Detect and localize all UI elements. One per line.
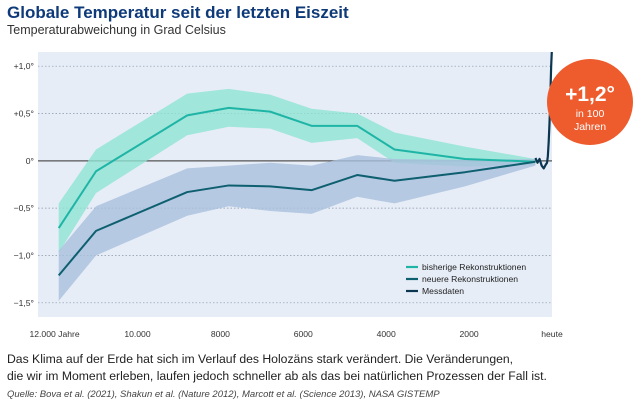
line-bisherige bbox=[57, 106, 536, 229]
y-tick-label-3: −0,5° bbox=[14, 203, 34, 213]
caption-line-1: Das Klima auf der Erde hat sich im Verla… bbox=[7, 352, 514, 366]
series-lines bbox=[57, 51, 553, 276]
chart-title: Globale Temperatur seit der letzten Eisz… bbox=[7, 3, 349, 22]
y-tick-label-0: +1,0° bbox=[14, 61, 34, 71]
x-tick-label-1: 10.000 bbox=[124, 329, 151, 339]
x-tick-labels: 12.000 Jahre 10.000 8000 6000 4000 2000 heute bbox=[29, 329, 562, 339]
x-tick-label-4: 4000 bbox=[377, 329, 396, 339]
x-tick-label-6: heute bbox=[541, 329, 563, 339]
badge-line-1: in 100 bbox=[576, 108, 605, 120]
x-tick-label-2: 8000 bbox=[211, 329, 230, 339]
uncertainty-bands bbox=[58, 88, 536, 301]
legend-label-bisherige: bisherige Rekonstruktionen bbox=[422, 262, 526, 272]
chart-subtitle: Temperaturabweichung in Grad Celsius bbox=[7, 23, 226, 37]
badge-line-2: Jahren bbox=[574, 121, 606, 133]
badge-circle bbox=[547, 59, 633, 145]
y-tick-labels: +1,0° +0,5° 0° −0,5° −1,0° −1,5° bbox=[14, 61, 34, 308]
y-tick-label-2: 0° bbox=[26, 156, 34, 166]
legend-label-neuere: neuere Rekonstruktionen bbox=[422, 274, 518, 284]
y-tick-label-4: −1,0° bbox=[14, 250, 34, 260]
x-tick-label-5: 2000 bbox=[460, 329, 479, 339]
badge-value: +1,2° bbox=[565, 83, 615, 106]
legend-label-messdaten: Messdaten bbox=[422, 286, 464, 296]
caption-line-2: die wir im Moment erleben, laufen jedoch… bbox=[7, 369, 547, 383]
band-bisherige bbox=[58, 88, 536, 253]
source-note: Quelle: Bova et al. (2021), Shakun et al… bbox=[7, 389, 440, 400]
temperature-chart: +1,0° +0,5° 0° −0,5° −1,0° −1,5° 12.000 Jahre… bbox=[14, 51, 633, 339]
line-messdaten bbox=[534, 51, 553, 170]
y-tick-label-1: +0,5° bbox=[14, 109, 34, 119]
line-neuere bbox=[57, 160, 536, 276]
x-tick-label-0: 12.000 Jahre bbox=[29, 329, 79, 339]
x-tick-label-3: 6000 bbox=[294, 329, 313, 339]
legend: bisherige Rekonstruktionen neuere Rekons… bbox=[406, 262, 526, 296]
y-tick-label-5: −1,5° bbox=[14, 298, 34, 308]
caption: Das Klima auf der Erde hat sich im Verla… bbox=[7, 351, 547, 385]
band-neuere bbox=[58, 155, 536, 301]
warming-badge: +1,2° in 100 Jahren bbox=[547, 59, 633, 145]
